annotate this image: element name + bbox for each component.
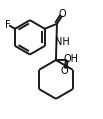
Text: OH: OH xyxy=(63,55,78,64)
Text: F: F xyxy=(5,20,11,30)
Text: O: O xyxy=(58,9,66,19)
Text: O: O xyxy=(60,66,68,76)
Text: NH: NH xyxy=(55,37,70,47)
